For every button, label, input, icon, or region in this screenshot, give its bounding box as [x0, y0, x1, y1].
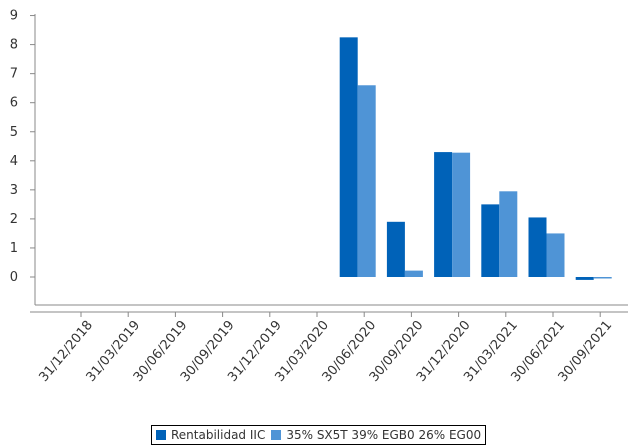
y-tick-label: 1 — [10, 241, 18, 256]
y-tick-label: 8 — [10, 38, 18, 53]
bars — [339, 37, 612, 280]
y-tick-label: 7 — [10, 67, 18, 82]
bar-rentabilidad-7 — [386, 221, 405, 277]
legend-label-series-1: Rentabilidad IIC — [171, 428, 266, 442]
y-tick-label: 9 — [10, 9, 18, 24]
plot-area — [30, 14, 628, 313]
legend-swatch-series-1 — [156, 430, 166, 440]
x-axis: 31/12/201831/03/201930/06/201930/09/2019… — [36, 312, 615, 385]
bar-rentabilidad-8 — [434, 152, 453, 277]
bar-benchmark-6 — [357, 85, 376, 278]
bar-benchmark-11 — [593, 277, 612, 279]
y-tick-label: 6 — [10, 96, 18, 111]
y-tick-label: 0 — [10, 270, 18, 285]
bar-rentabilidad-6 — [339, 37, 358, 278]
bar-benchmark-10 — [546, 233, 565, 277]
bar-rentabilidad-10 — [528, 217, 547, 277]
bar-benchmark-7 — [404, 270, 423, 277]
legend-swatch-series-2 — [271, 430, 282, 440]
legend-label-series-2: 35% SX5T 39% EGB0 26% EG00 — [286, 428, 482, 442]
bar-benchmark-9 — [499, 191, 518, 277]
legend-item-series-2: 35% SX5T 39% EGB0 26% EG00 — [271, 428, 481, 442]
legend: Rentabilidad IIC 35% SX5T 39% EGB0 26% E… — [151, 425, 487, 445]
bar-benchmark-8 — [452, 152, 471, 277]
y-tick-label: 3 — [10, 183, 18, 198]
bar-rentabilidad-11 — [575, 277, 594, 280]
bar-rentabilidad-9 — [481, 204, 500, 277]
y-tick-label: 4 — [10, 154, 18, 169]
y-tick-label: 2 — [10, 212, 18, 227]
y-tick-label: 5 — [10, 125, 18, 140]
y-axis: 0 1 2 3 4 5 6 7 8 9 — [10, 9, 35, 285]
legend-item-series-1: Rentabilidad IIC — [156, 428, 265, 442]
